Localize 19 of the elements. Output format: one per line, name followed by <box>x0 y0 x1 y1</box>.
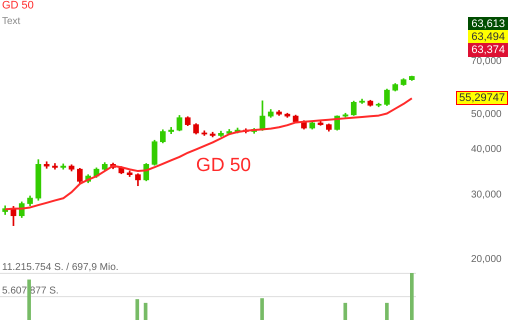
y-tick-label: 20,000 <box>471 254 502 265</box>
y-tick-label: 30,000 <box>471 190 502 201</box>
bar <box>135 299 140 320</box>
ref-line-label: 11.215.754 S. / 697,9 Mio. <box>2 262 119 274</box>
annotation: GD 50 <box>196 155 251 176</box>
bar <box>410 273 414 320</box>
bar <box>144 302 148 320</box>
bar <box>343 302 348 320</box>
text: 63,374 <box>468 43 508 57</box>
text: 55,29747 <box>456 91 508 106</box>
text: 63,613 <box>468 17 508 31</box>
text: Text <box>2 16 21 27</box>
y-tick-label: 50,000 <box>471 108 502 120</box>
text: GD 50 <box>2 0 34 12</box>
bar <box>385 302 389 320</box>
text: 63,494 <box>468 30 508 44</box>
y-tick-label: 70,000 <box>471 56 502 67</box>
y-tick-label: 40,000 <box>471 144 502 156</box>
bar <box>260 298 264 320</box>
